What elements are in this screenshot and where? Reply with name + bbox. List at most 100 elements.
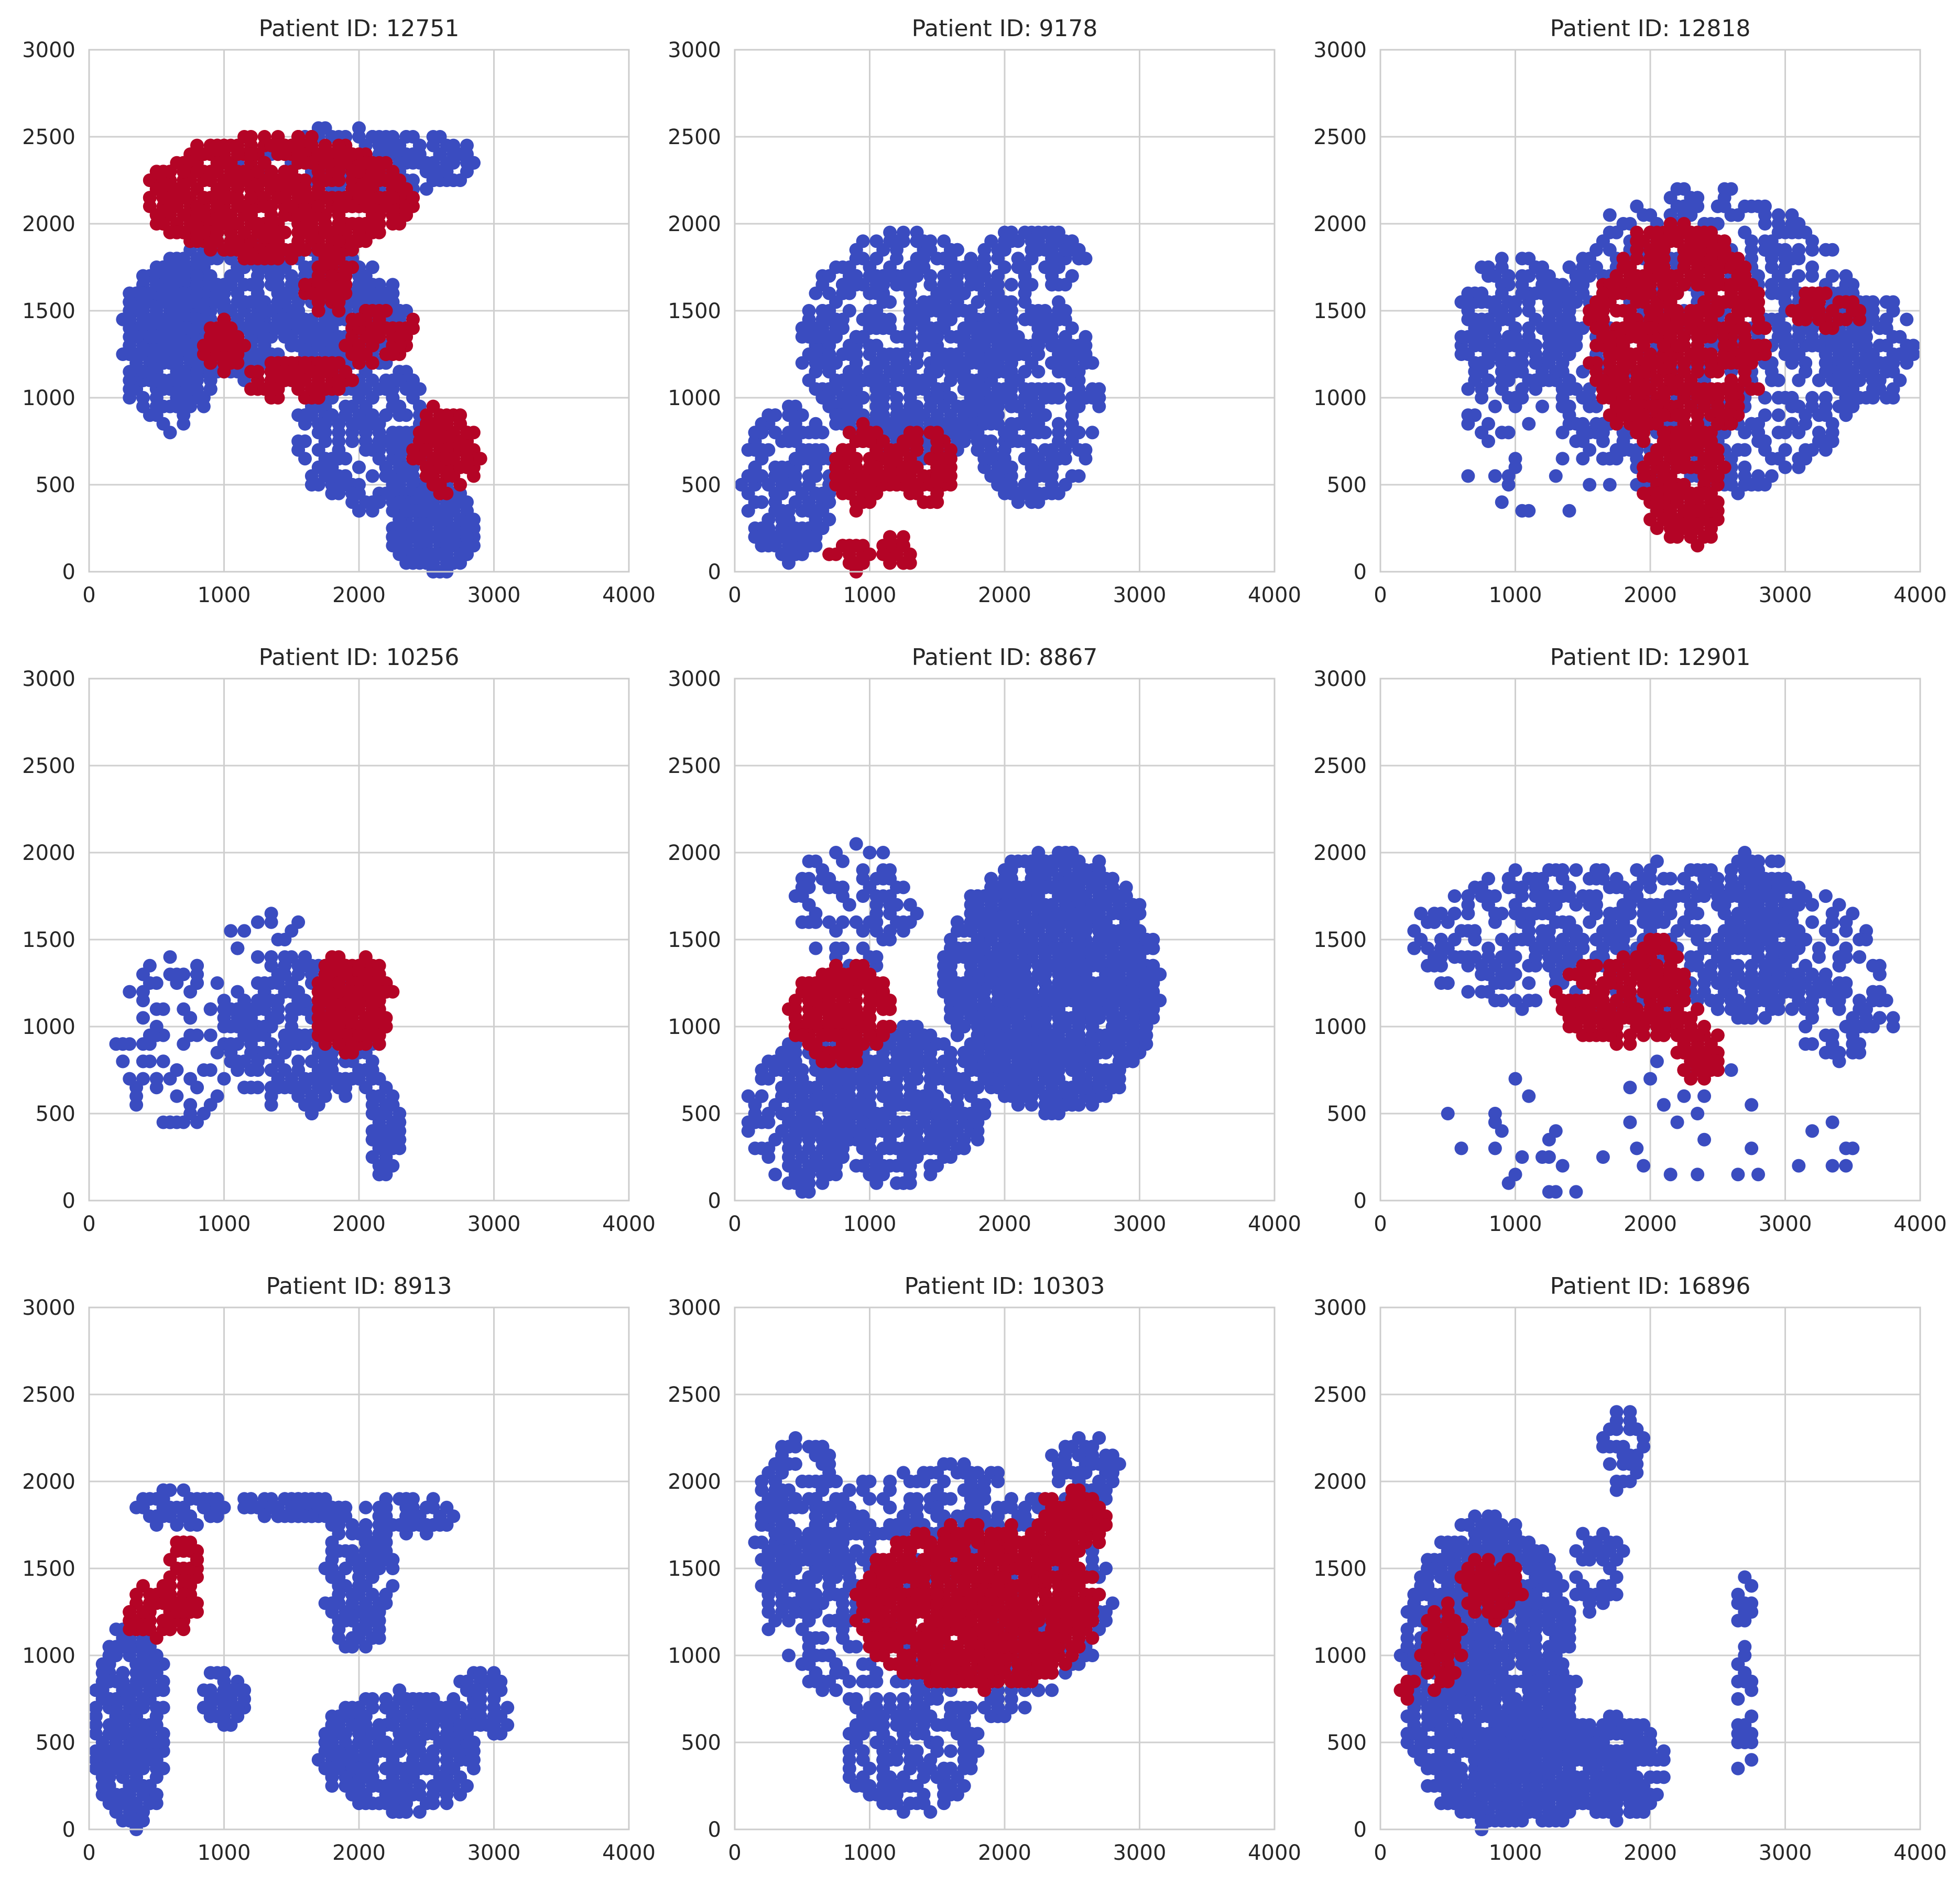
point-class-1	[930, 434, 944, 448]
point-class-0	[406, 147, 420, 161]
point-class-0	[278, 295, 292, 309]
point-class-0	[1609, 225, 1624, 239]
point-class-1	[177, 165, 191, 179]
point-class-1	[163, 165, 177, 179]
point-class-0	[447, 173, 461, 187]
point-class-0	[1045, 339, 1059, 353]
point-class-1	[339, 365, 353, 379]
y-tick-label: 1500	[22, 299, 75, 323]
point-class-0	[1819, 243, 1833, 257]
point-class-1	[210, 225, 224, 239]
point-class-0	[795, 330, 809, 344]
point-class-0	[1031, 365, 1046, 379]
point-class-0	[298, 452, 312, 466]
point-class-0	[748, 469, 762, 483]
point-class-1	[190, 234, 204, 248]
scatter-points	[734, 225, 1106, 579]
point-class-1	[325, 269, 339, 283]
point-class-0	[1058, 243, 1072, 257]
point-class-1	[217, 312, 231, 326]
point-class-0	[190, 373, 204, 387]
point-class-0	[1765, 452, 1779, 466]
point-class-0	[1058, 304, 1072, 318]
point-class-0	[1603, 208, 1617, 222]
point-class-0	[836, 321, 850, 335]
point-class-0	[890, 243, 903, 257]
point-class-0	[1011, 252, 1025, 266]
point-class-0	[1778, 330, 1792, 344]
point-class-0	[358, 278, 373, 292]
point-class-0	[1765, 260, 1779, 274]
point-class-0	[163, 373, 177, 387]
point-class-0	[1724, 182, 1738, 196]
point-class-0	[809, 365, 823, 379]
point-class-1	[149, 208, 164, 222]
point-class-1	[393, 330, 407, 344]
point-class-1	[460, 426, 474, 440]
point-class-1	[412, 452, 427, 466]
point-class-1	[197, 208, 211, 222]
point-class-0	[311, 339, 325, 353]
point-class-0	[1799, 408, 1813, 422]
point-class-0	[802, 426, 816, 440]
point-class-0	[177, 408, 191, 422]
point-class-0	[1085, 391, 1099, 405]
point-class-0	[842, 304, 856, 318]
point-class-1	[849, 434, 863, 448]
point-class-0	[123, 382, 137, 396]
point-class-0	[1738, 199, 1752, 213]
point-class-1	[896, 556, 910, 570]
point-class-0	[406, 504, 420, 518]
point-class-0	[755, 426, 769, 440]
point-class-0	[869, 278, 884, 292]
point-class-0	[1045, 260, 1059, 274]
point-class-0	[149, 399, 164, 413]
point-class-0	[977, 321, 992, 335]
point-class-0	[971, 443, 985, 457]
point-class-0	[1792, 460, 1806, 474]
point-class-0	[365, 417, 379, 431]
point-class-1	[440, 408, 454, 422]
point-class-0	[829, 408, 843, 422]
point-class-0	[876, 399, 890, 413]
point-class-1	[311, 199, 325, 213]
point-class-0	[1038, 469, 1052, 483]
point-class-0	[775, 478, 789, 492]
x-tick-label: 1000	[843, 583, 897, 607]
point-class-0	[910, 252, 924, 266]
y-tick-label: 1500	[668, 299, 721, 323]
point-class-0	[393, 547, 407, 561]
point-class-0	[386, 478, 400, 492]
point-class-0	[393, 460, 407, 474]
point-class-0	[149, 330, 164, 344]
point-class-0	[1031, 339, 1046, 353]
point-class-0	[372, 286, 386, 300]
point-class-0	[163, 269, 177, 283]
point-class-0	[1004, 225, 1018, 239]
point-class-0	[1643, 208, 1657, 222]
point-class-1	[257, 130, 271, 144]
point-class-0	[177, 365, 191, 379]
point-class-1	[244, 365, 258, 379]
point-class-0	[856, 312, 870, 326]
point-class-0	[869, 252, 884, 266]
point-class-0	[930, 356, 944, 370]
point-class-1	[365, 225, 379, 239]
point-class-0	[1065, 269, 1079, 283]
point-class-1	[311, 269, 325, 283]
point-class-0	[836, 260, 850, 274]
point-class-0	[1765, 243, 1779, 257]
point-class-1	[197, 191, 211, 205]
point-class-0	[136, 365, 150, 379]
point-class-0	[890, 373, 903, 387]
point-class-0	[426, 156, 440, 170]
point-class-0	[1771, 217, 1785, 231]
point-class-1	[836, 460, 850, 474]
point-class-0	[149, 278, 164, 292]
point-class-0	[1045, 243, 1059, 257]
point-class-0	[755, 452, 769, 466]
point-class-0	[136, 399, 150, 413]
point-class-0	[910, 234, 924, 248]
point-class-1	[352, 165, 366, 179]
point-class-0	[1045, 225, 1059, 239]
